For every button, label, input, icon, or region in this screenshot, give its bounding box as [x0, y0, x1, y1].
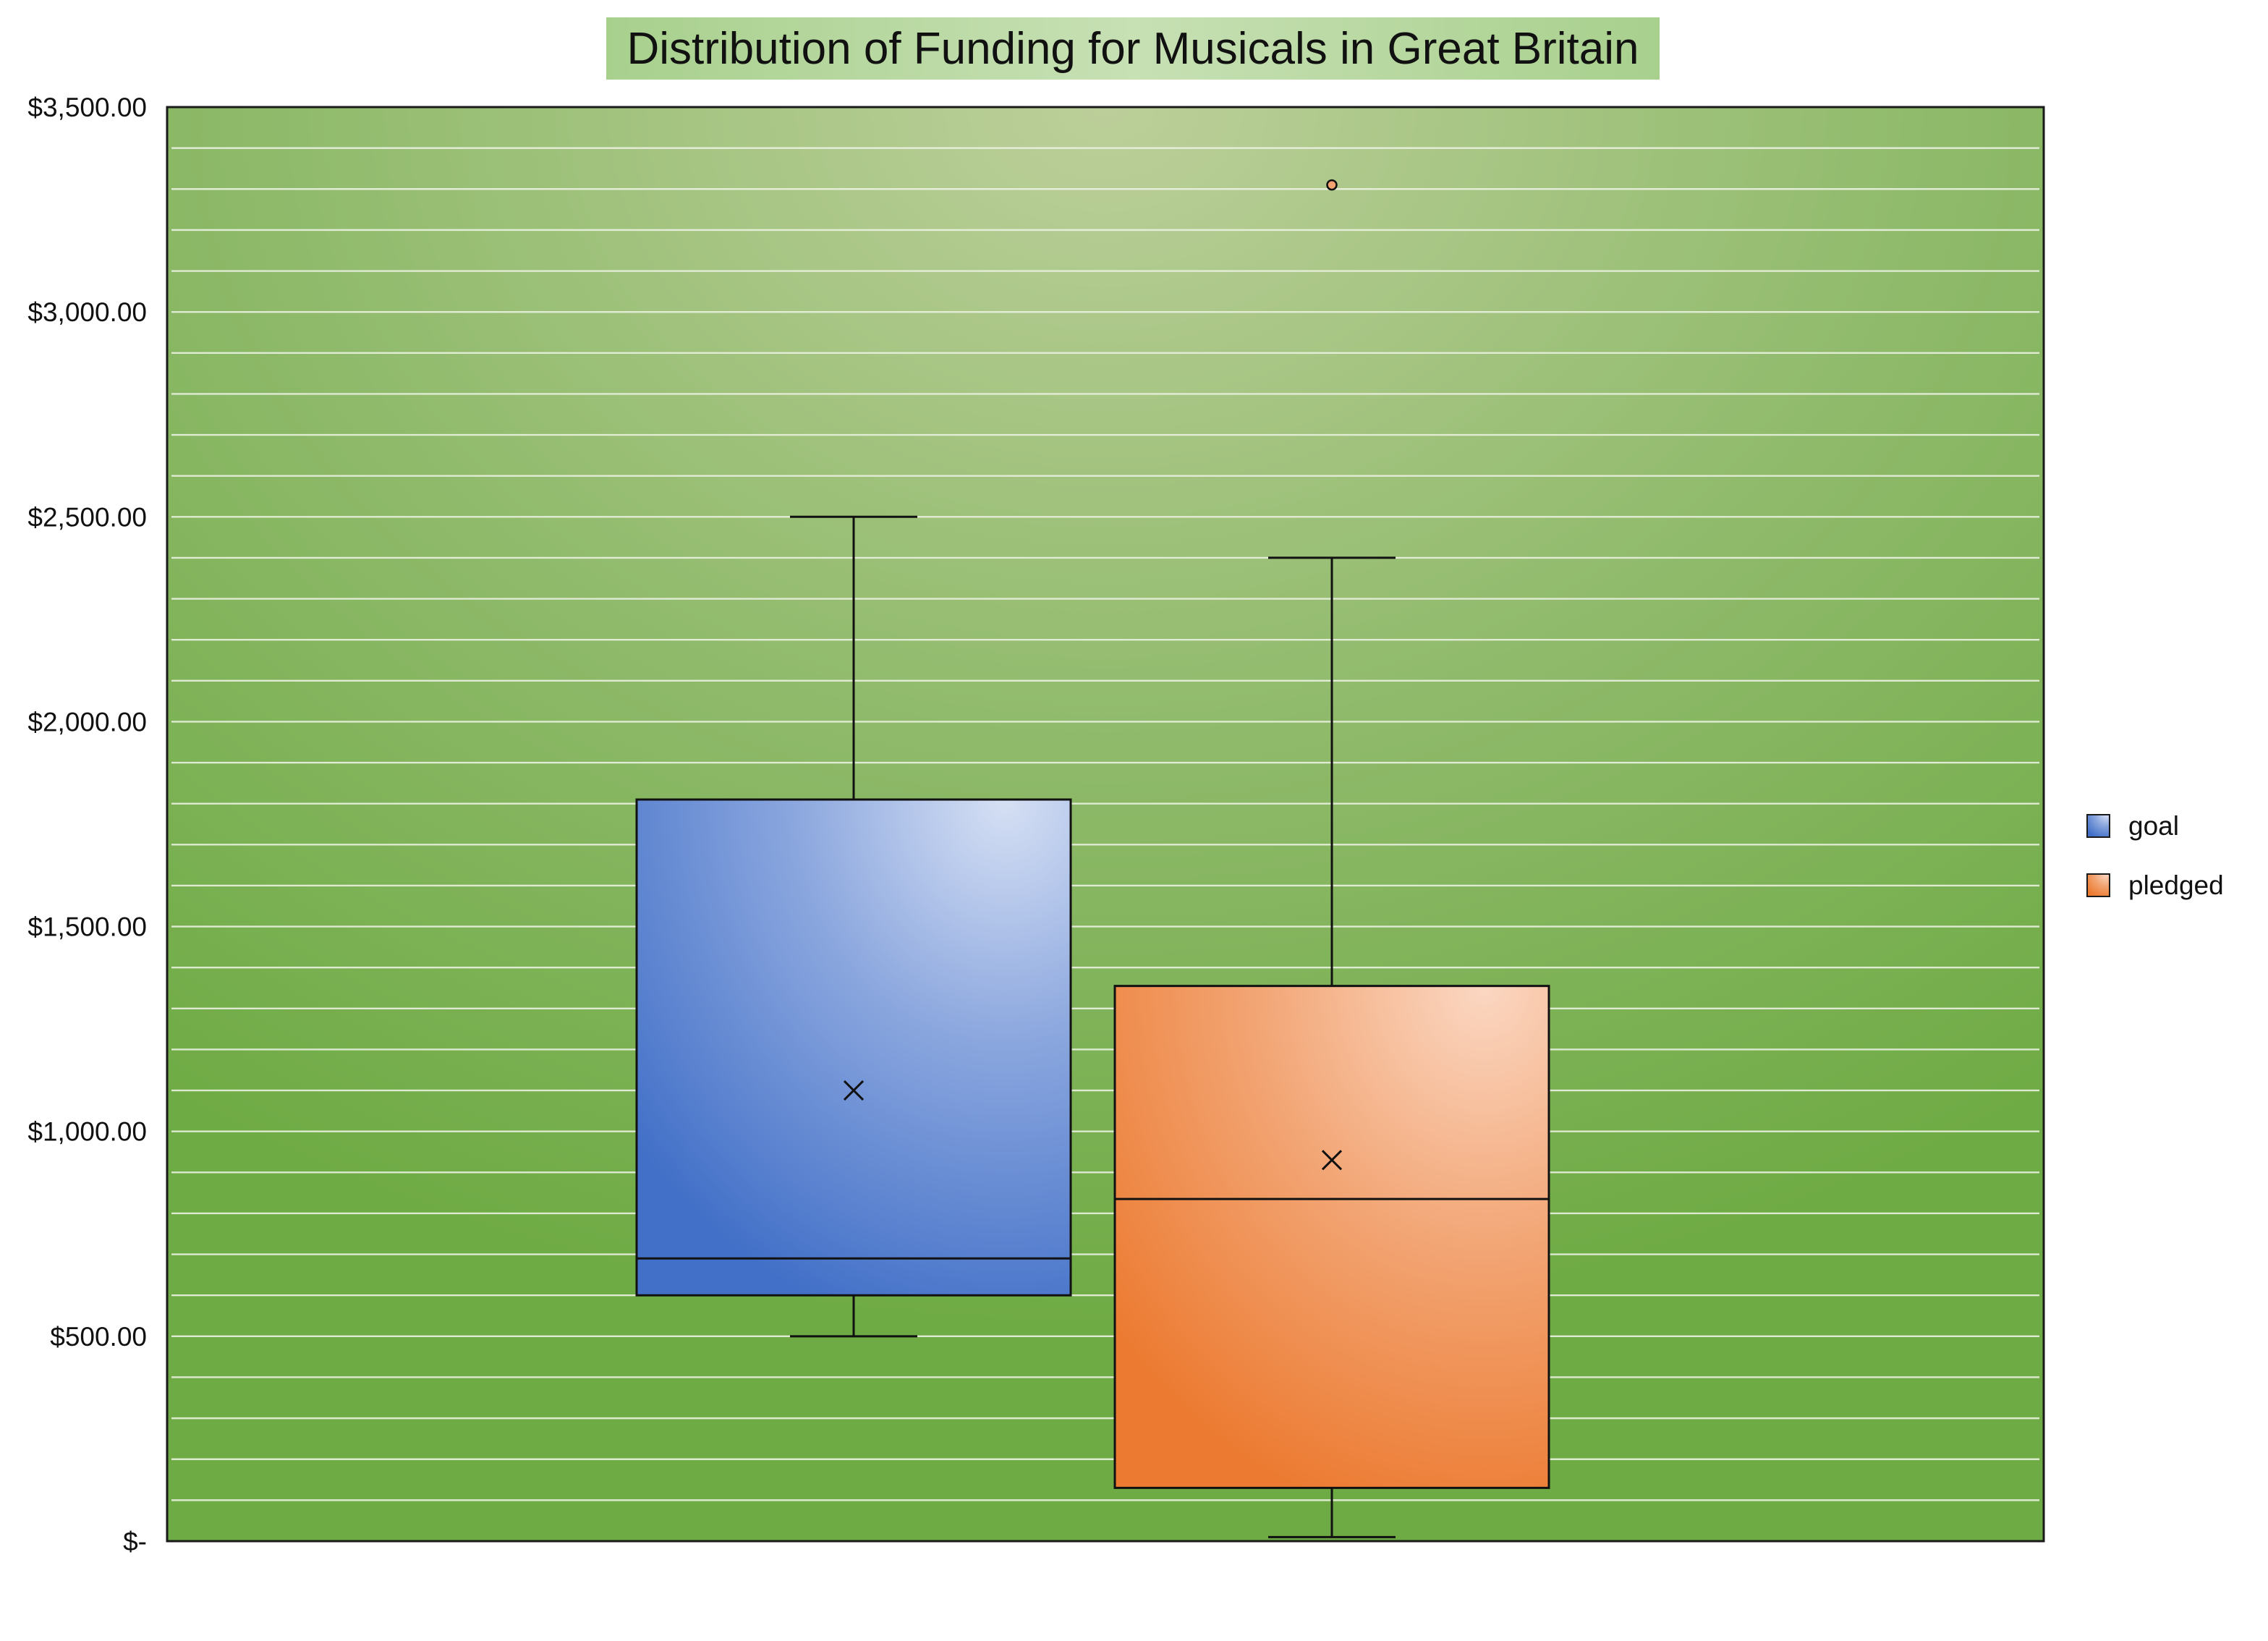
y-tick-label: $500.00 [50, 1322, 147, 1352]
mean-marker-goal [843, 1080, 865, 1101]
chart-title-background [606, 17, 1660, 80]
box-pledged [1113, 179, 1550, 1538]
y-tick-label: $3,000.00 [27, 297, 147, 327]
legend-item-goal: goal [2086, 811, 2179, 841]
box-goal [635, 515, 1072, 1338]
outlier-point-pledged [1326, 179, 1338, 191]
chart-title: Distribution of Funding for Musicals in … [627, 24, 1639, 74]
y-tick-label: $- [123, 1527, 147, 1556]
y-tick-label: $1,000.00 [27, 1117, 147, 1147]
y-axis-ticks: $- $500.00 $1,000.00 $1,500.00 $2,000.00 $2,5… [27, 93, 147, 1556]
y-tick-label: $2,000.00 [27, 707, 147, 737]
y-tick-label: $2,500.00 [27, 502, 147, 532]
plot-area [167, 107, 2044, 1541]
legend-item-pledged: pledged [2086, 870, 2224, 900]
plot-area-border [166, 106, 2045, 1543]
mean-marker-pledged [1321, 1150, 1343, 1171]
mean-marker-stroke [1321, 1150, 1343, 1171]
box-series [635, 179, 1550, 1538]
iqr-box-goal [635, 798, 1072, 1297]
legend: goal pledged [2086, 811, 2224, 900]
iqr-box-pledged [1113, 985, 1550, 1489]
legend-label-pledged: pledged [2128, 870, 2224, 900]
gridlines [171, 147, 2039, 1501]
legend-swatch-goal [2086, 814, 2110, 838]
mean-marker-stroke [843, 1080, 865, 1101]
y-tick-label: $1,500.00 [27, 912, 147, 942]
legend-swatch-pledged [2086, 873, 2110, 897]
legend-label-goal: goal [2128, 811, 2179, 841]
y-tick-label: $3,500.00 [27, 93, 147, 122]
